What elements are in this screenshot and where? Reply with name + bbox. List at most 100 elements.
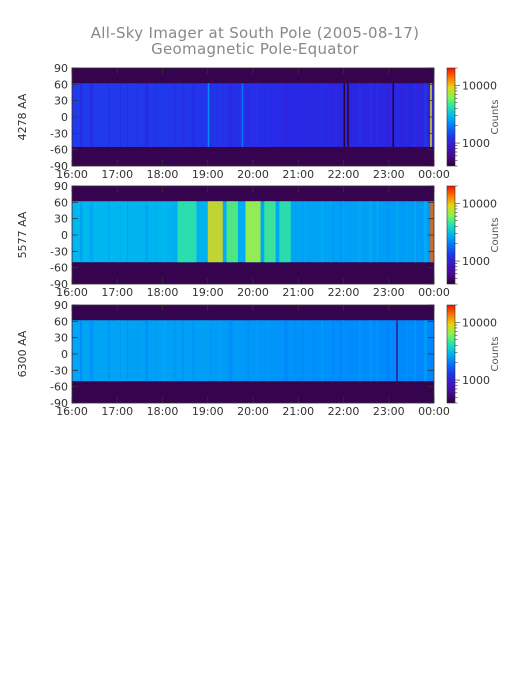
heatmap-texture <box>405 320 407 382</box>
y-tick-label: -90 <box>50 278 68 291</box>
heatmap-texture <box>219 83 222 147</box>
heatmap-texture <box>117 320 121 382</box>
y-tick-label: 90 <box>54 62 68 75</box>
heatmap-texture <box>339 201 343 263</box>
x-tick-label: 17:00 <box>101 405 133 418</box>
heatmap-texture <box>80 320 83 382</box>
y-axis-label: 5577 AA <box>16 211 29 258</box>
heatmap-streak <box>392 83 395 147</box>
heatmap-texture <box>377 201 379 263</box>
x-tick-label: 18:00 <box>147 168 179 181</box>
heatmap-texture <box>108 320 111 382</box>
x-tick-label: 16:00 <box>56 168 88 181</box>
heatmap-texture <box>99 320 101 382</box>
heatmap-texture <box>339 83 343 147</box>
x-tick-label: 20:00 <box>237 405 269 418</box>
heatmap-texture <box>349 83 351 147</box>
x-tick-label: 00:00 <box>418 168 450 181</box>
heatmap-texture <box>154 201 156 263</box>
y-tick-label: 30 <box>54 95 68 108</box>
colorbar-tick-label: 1000 <box>462 255 490 268</box>
x-tick-label: 16:00 <box>56 405 88 418</box>
y-tick-label: 60 <box>54 78 68 91</box>
y-tick-label: -60 <box>50 144 68 157</box>
heatmap-streak <box>396 320 398 382</box>
x-tick-label: 22:00 <box>328 405 360 418</box>
heatmap-texture <box>331 83 334 147</box>
heatmap-texture <box>303 201 306 263</box>
heatmap-texture <box>423 201 427 263</box>
heatmap-texture <box>432 320 434 382</box>
heatmap-texture <box>108 83 111 147</box>
heatmap-texture <box>395 83 399 147</box>
heatmap-texture <box>72 83 73 147</box>
y-tick-label: 30 <box>54 213 68 226</box>
heatmap-texture <box>367 83 371 147</box>
heatmap-texture <box>358 201 361 263</box>
heatmap-texture <box>330 83 333 147</box>
heatmap-texture <box>89 320 93 382</box>
heatmap-texture <box>145 320 149 382</box>
y-tick-label: -30 <box>50 364 68 377</box>
heatmap-texture <box>247 320 250 382</box>
heatmap-texture <box>376 83 378 147</box>
heatmap-texture <box>302 201 305 263</box>
heatmap-texture <box>339 320 343 382</box>
x-tick-label: 17:00 <box>101 168 133 181</box>
heatmap-bright-band <box>279 201 291 263</box>
x-tick-label: 17:00 <box>101 286 133 299</box>
heatmap-streak <box>207 83 210 147</box>
y-axis-label: 6300 AA <box>16 330 29 377</box>
heatmap-texture <box>81 201 84 263</box>
heatmap-texture <box>173 83 177 147</box>
heatmap-texture <box>154 83 156 147</box>
heatmap-texture <box>405 83 407 147</box>
heatmap-texture <box>284 320 288 382</box>
colorbar <box>446 185 456 285</box>
x-tick-label: 20:00 <box>237 286 269 299</box>
heatmap-texture <box>109 320 112 382</box>
y-tick-label: 0 <box>61 111 68 124</box>
y-tick-label: 90 <box>54 299 68 312</box>
x-tick-label: 21:00 <box>282 405 314 418</box>
heatmap-texture <box>72 320 73 382</box>
heatmap-texture <box>358 320 361 382</box>
heatmap-texture <box>136 320 139 382</box>
heatmap-texture <box>117 83 121 147</box>
y-tick-label: 0 <box>61 348 68 361</box>
y-tick-label: -60 <box>50 381 68 394</box>
y-tick-label: 60 <box>54 315 68 328</box>
colorbar-tick-label: 10000 <box>462 316 497 329</box>
heatmap-texture <box>367 320 371 382</box>
heatmap-texture <box>321 83 323 147</box>
x-tick-label: 18:00 <box>147 286 179 299</box>
heatmap-texture <box>386 83 389 147</box>
heatmap-texture <box>108 201 111 263</box>
heatmap-texture <box>303 320 306 382</box>
x-tick-label: 23:00 <box>373 286 405 299</box>
heatmap-texture <box>275 320 278 382</box>
heatmap-texture <box>377 83 379 147</box>
heatmap-texture <box>220 83 223 147</box>
heatmap-texture <box>192 83 195 147</box>
colorbar-label: Counts <box>490 218 501 253</box>
heatmap-streak <box>343 83 345 147</box>
heatmap-texture <box>247 83 250 147</box>
x-tick-label: 21:00 <box>282 286 314 299</box>
x-tick-label: 22:00 <box>328 286 360 299</box>
y-axis-label: 4278 AA <box>16 93 29 140</box>
heatmap-texture <box>109 83 112 147</box>
heatmap-texture <box>321 201 323 263</box>
heatmap-texture <box>220 320 223 382</box>
heatmap-texture <box>228 320 232 382</box>
heatmap-texture <box>312 83 316 147</box>
x-tick-label: 23:00 <box>373 168 405 181</box>
heatmap-texture <box>173 201 177 263</box>
heatmap-texture <box>302 83 305 147</box>
heatmap-texture <box>266 83 268 147</box>
heatmap-texture <box>256 320 260 382</box>
heatmap-texture <box>117 201 121 263</box>
heatmap-texture <box>182 83 184 147</box>
heatmap-texture <box>89 201 93 263</box>
